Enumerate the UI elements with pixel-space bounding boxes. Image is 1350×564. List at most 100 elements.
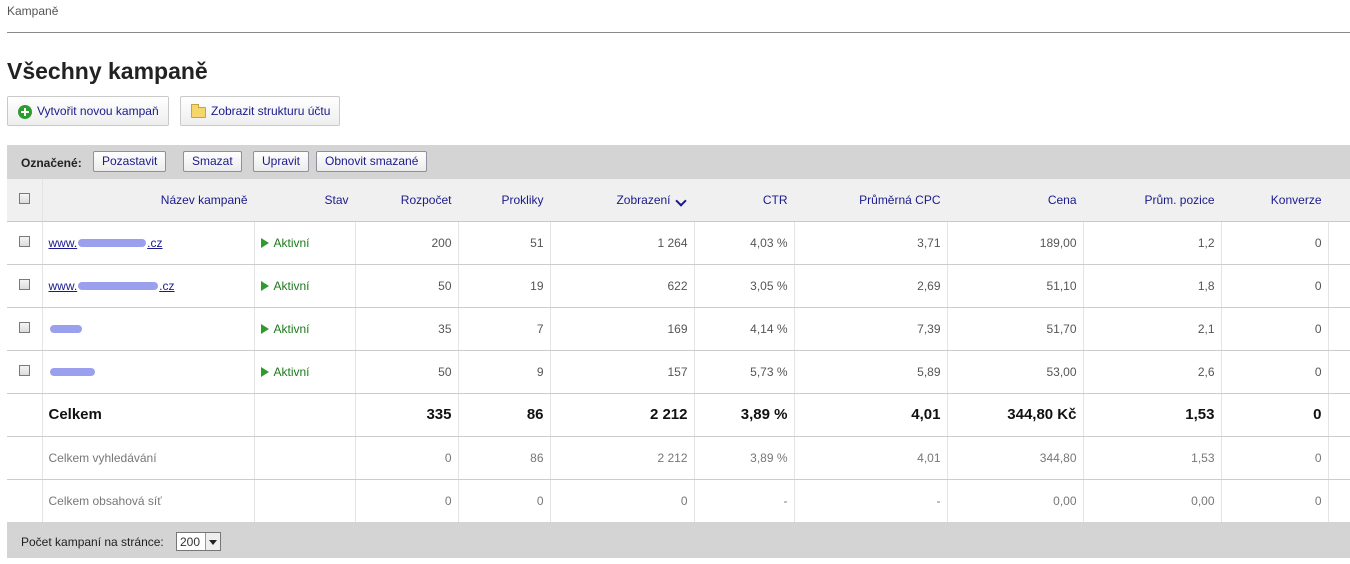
bulk-actions-label: Označené: [21, 156, 82, 170]
restore-deleted-button[interactable]: Obnovit smazané [316, 151, 428, 172]
clicks-cell: 19 [458, 264, 551, 308]
col-header-cost[interactable]: Cena [947, 179, 1084, 222]
per-page-value: 200 [180, 535, 201, 549]
pagination-bar: Počet kampaní na stránce: 200 [7, 522, 1350, 558]
cost-cell: 189,00 [947, 221, 1084, 265]
spacer-cell [1328, 436, 1350, 480]
bulk-actions-bar: Označené: Pozastavit Smazat Upravit Obno… [7, 145, 1350, 179]
conversions-cell: 0 [1221, 307, 1329, 351]
ctr-cell: 4,14 % [694, 307, 795, 351]
empty-cell [254, 393, 356, 437]
position-cell: 2,1 [1083, 307, 1222, 351]
row-select-cell [7, 307, 43, 351]
sort-descending-icon[interactable] [676, 195, 688, 207]
col-header-ctr[interactable]: CTR [694, 179, 795, 222]
show-account-structure-button[interactable]: Zobrazit strukturu účtu [180, 96, 341, 126]
row-checkbox[interactable] [18, 364, 30, 376]
position-cell: 1,8 [1083, 264, 1222, 308]
row-checkbox[interactable] [18, 235, 30, 247]
budget-cell: 200 [355, 221, 459, 265]
cost-cell: 51,70 [947, 307, 1084, 351]
col-header-budget[interactable]: Rozpočet [355, 179, 459, 222]
row-checkbox[interactable] [18, 321, 30, 333]
col-header-spacer [1328, 179, 1350, 222]
search-total-cpc: 4,01 [794, 436, 948, 480]
col-header-clicks[interactable]: Prokliky [458, 179, 551, 222]
ctr-cell: 5,73 % [694, 350, 795, 394]
col-header-name[interactable]: Název kampaně [42, 179, 255, 222]
total-ctr: 3,89 % [694, 393, 795, 437]
cpc-cell: 2,69 [794, 264, 948, 308]
campaign-name-prefix: www. [48, 235, 78, 250]
spacer-cell [1328, 221, 1350, 265]
content-total-label: Celkem obsahová síť [42, 479, 255, 523]
edit-button[interactable]: Upravit [253, 151, 310, 172]
content-total-conversions: 0 [1221, 479, 1329, 523]
pause-button[interactable]: Pozastavit [93, 151, 167, 172]
spacer-cell [1328, 264, 1350, 308]
total-label: Celkem [42, 393, 255, 437]
col-header-status[interactable]: Stav [254, 179, 356, 222]
status-cell: Aktivní [254, 350, 356, 394]
campaign-link[interactable]: www. .cz [49, 236, 163, 250]
campaign-link[interactable]: www. .cz [49, 279, 175, 293]
create-campaign-button[interactable]: Vytvořit novou kampaň [7, 96, 169, 126]
campaign-link[interactable] [49, 322, 83, 336]
content-network-total-row: Celkem obsahová síť 0 0 0 - - 0,00 0,00 … [7, 479, 1350, 523]
content-total-cost: 0,00 [947, 479, 1084, 523]
create-campaign-label: Vytvořit novou kampaň [37, 104, 159, 118]
col-header-impressions[interactable]: Zobrazení [550, 179, 695, 222]
budget-cell: 50 [355, 350, 459, 394]
campaign-name-cell: www. .cz [42, 221, 255, 265]
row-select-cell [7, 221, 43, 265]
total-clicks: 86 [458, 393, 551, 437]
chevron-down-icon[interactable] [205, 533, 220, 550]
status-text: Aktivní [273, 364, 310, 379]
empty-cell [7, 479, 43, 523]
redacted-mark [78, 239, 147, 248]
col-header-conversions[interactable]: Konverze [1221, 179, 1329, 222]
search-total-label: Celkem vyhledávání [42, 436, 255, 480]
conversions-cell: 0 [1221, 264, 1329, 308]
select-all-checkbox[interactable] [18, 192, 30, 204]
status-text: Aktivní [273, 321, 310, 336]
select-all-cell [7, 179, 43, 222]
position-cell: 1,2 [1083, 221, 1222, 265]
total-conversions: 0 [1221, 393, 1329, 437]
show-structure-label: Zobrazit strukturu účtu [211, 104, 331, 118]
impressions-cell: 622 [550, 264, 695, 308]
total-budget: 335 [355, 393, 459, 437]
total-position: 1,53 [1083, 393, 1222, 437]
search-total-impressions: 2 212 [550, 436, 695, 480]
status-text: Aktivní [273, 278, 310, 293]
cpc-cell: 3,71 [794, 221, 948, 265]
total-cpc: 4,01 [794, 393, 948, 437]
impressions-cell: 1 264 [550, 221, 695, 265]
position-cell: 2,6 [1083, 350, 1222, 394]
conversions-cell: 0 [1221, 221, 1329, 265]
page-title: Všechny kampaně [7, 58, 208, 84]
row-checkbox[interactable] [18, 278, 30, 290]
col-header-cpc[interactable]: Průměrná CPC [794, 179, 948, 222]
campaign-name-cell: www. .cz [42, 264, 255, 308]
campaign-name-cell [42, 350, 255, 394]
spacer-cell [1328, 350, 1350, 394]
total-cost: 344,80 Kč [947, 393, 1084, 437]
content-total-position: 0,00 [1083, 479, 1222, 523]
cpc-cell: 7,39 [794, 307, 948, 351]
breadcrumb[interactable]: Kampaně [7, 4, 59, 18]
delete-button[interactable]: Smazat [183, 151, 242, 172]
search-total-clicks: 86 [458, 436, 551, 480]
redacted-mark [49, 325, 82, 334]
row-select-cell [7, 350, 43, 394]
campaigns-table: Název kampaně Stav Rozpočet Prokliky Zob… [7, 179, 1350, 523]
table-row: www. .cz Aktivní 200 51 1 264 4,03 % 3,71… [7, 221, 1350, 265]
folder-icon [191, 104, 206, 118]
status-cell: Aktivní [254, 264, 356, 308]
impressions-cell: 169 [550, 307, 695, 351]
budget-cell: 50 [355, 264, 459, 308]
table-row: Aktivní 35 7 169 4,14 % 7,39 51,70 2,1 0 [7, 307, 1350, 351]
col-header-position[interactable]: Prům. pozice [1083, 179, 1222, 222]
campaign-link[interactable] [49, 365, 96, 379]
per-page-select[interactable]: 200 [176, 532, 221, 551]
